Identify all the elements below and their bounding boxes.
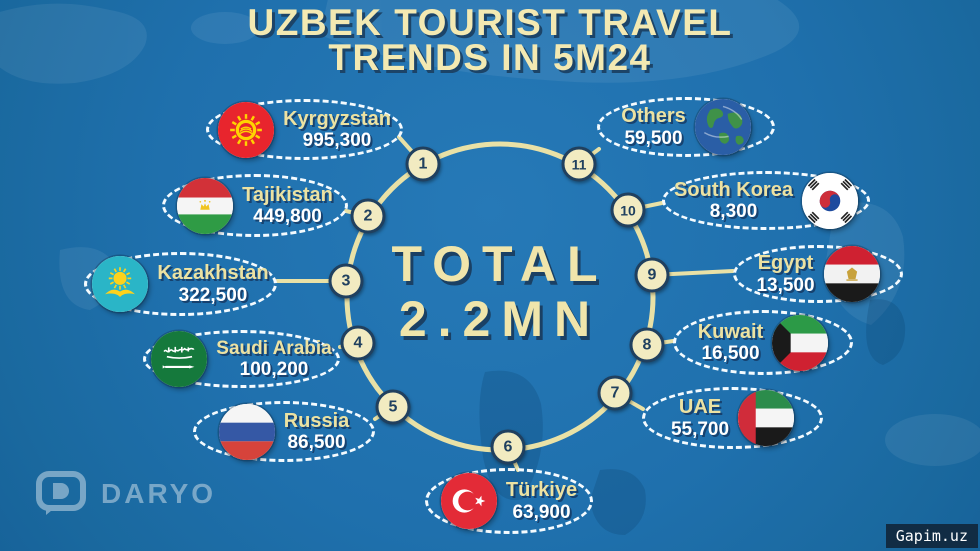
country-text: Egypt 13,500 — [756, 252, 814, 296]
rank-badge-9: 9 — [634, 257, 670, 293]
rank-badge-10: 10 — [610, 192, 646, 228]
saudi-arabia-flag-icon — [151, 331, 208, 387]
rank-badge-3: 3 — [328, 263, 364, 299]
turkiye-flag-icon — [440, 473, 497, 529]
country-value: 16,500 — [701, 343, 760, 365]
kazakhstan-flag-icon — [92, 256, 149, 312]
daryo-speech-bubble-icon — [36, 471, 86, 515]
country-text: Saudi Arabia 100,200 — [216, 338, 331, 381]
watermark-badge: Gapim.uz — [885, 524, 978, 548]
country-bubble-saudi-arabia: Saudi Arabia 100,200 — [143, 330, 340, 388]
egypt-flag-icon — [823, 246, 880, 302]
country-bubble-russia: Russia 86,500 — [193, 401, 375, 462]
rank-badge-1: 1 — [405, 146, 441, 182]
rank-badge-6: 6 — [490, 429, 526, 465]
country-text: Kuwait 16,500 — [698, 321, 764, 365]
title-line-2: TRENDS IN 5M24 — [328, 37, 652, 78]
country-text: Kazakhstan 322,500 — [157, 262, 268, 306]
country-bubble-kuwait: Kuwait 16,500 — [673, 310, 853, 375]
tajikistan-flag-icon — [177, 177, 234, 234]
uae-flag-icon — [738, 390, 795, 446]
country-bubble-uae: UAE 55,700 — [642, 387, 823, 449]
country-bubble-tajikistan: Tajikistan 449,800 — [162, 174, 348, 237]
country-name: Saudi Arabia — [216, 337, 332, 359]
country-name: Tajikistan — [242, 183, 333, 206]
country-text: Others 59,500 — [621, 105, 685, 149]
country-name: UAE — [678, 396, 722, 419]
country-bubble-egypt: Egypt 13,500 — [733, 245, 903, 303]
country-name: Egypt — [757, 252, 814, 275]
country-name: Russia — [283, 409, 350, 432]
rank-badge-2: 2 — [350, 198, 386, 234]
rank-badge-8: 8 — [629, 327, 665, 363]
kyrgyzstan-flag-icon — [218, 101, 275, 158]
country-value: 86,500 — [287, 432, 346, 454]
daryo-logo: DARYO — [36, 471, 216, 517]
country-bubble-south-korea: South Korea 8,300 — [662, 171, 870, 230]
south-korea-flag-icon — [801, 172, 858, 229]
rank-badge-7: 7 — [597, 375, 633, 411]
country-name: Kyrgyzstan — [283, 107, 391, 130]
page-title: UZBEK TOURIST TRAVEL TRENDS IN 5M24 — [0, 2, 980, 78]
country-bubble-kyrgyzstan: Kyrgyzstan 995,300 — [206, 99, 403, 160]
russia-flag-icon — [218, 403, 275, 460]
country-value: 59,500 — [624, 127, 683, 149]
rank-badge-11: 11 — [561, 146, 597, 182]
globe-icon — [694, 99, 751, 155]
country-text: Tajikistan 449,800 — [242, 184, 333, 228]
country-value: 100,200 — [239, 359, 309, 380]
country-bubble-turkiye: Türkiye 63,900 — [425, 468, 593, 534]
country-name: Kuwait — [697, 320, 764, 343]
country-text: UAE 55,700 — [671, 396, 729, 440]
country-value: 8,300 — [709, 201, 758, 223]
country-name: Türkiye — [505, 479, 578, 502]
daryo-logo-text: DARYO — [101, 478, 217, 509]
rank-badge-5: 5 — [375, 389, 411, 425]
title-line-1: UZBEK TOURIST TRAVEL — [247, 2, 733, 43]
country-text: Türkiye 63,900 — [506, 479, 577, 523]
country-value: 63,900 — [512, 501, 571, 523]
country-value: 322,500 — [178, 284, 248, 306]
country-text: South Korea 8,300 — [674, 179, 793, 223]
country-value: 13,500 — [756, 274, 815, 296]
country-bubble-globe: Others 59,500 — [597, 97, 775, 157]
kuwait-flag-icon — [772, 314, 829, 371]
country-value: 995,300 — [302, 130, 372, 152]
country-text: Russia 86,500 — [284, 410, 350, 454]
country-name: Others — [621, 105, 686, 128]
country-text: Kyrgyzstan 995,300 — [283, 108, 391, 152]
country-value: 55,700 — [670, 418, 730, 440]
country-name: South Korea — [674, 178, 793, 201]
rank-badge-4: 4 — [340, 325, 376, 361]
country-name: Kazakhstan — [157, 262, 269, 285]
country-bubble-kazakhstan: Kazakhstan 322,500 — [84, 252, 277, 316]
country-value: 449,800 — [253, 206, 322, 228]
